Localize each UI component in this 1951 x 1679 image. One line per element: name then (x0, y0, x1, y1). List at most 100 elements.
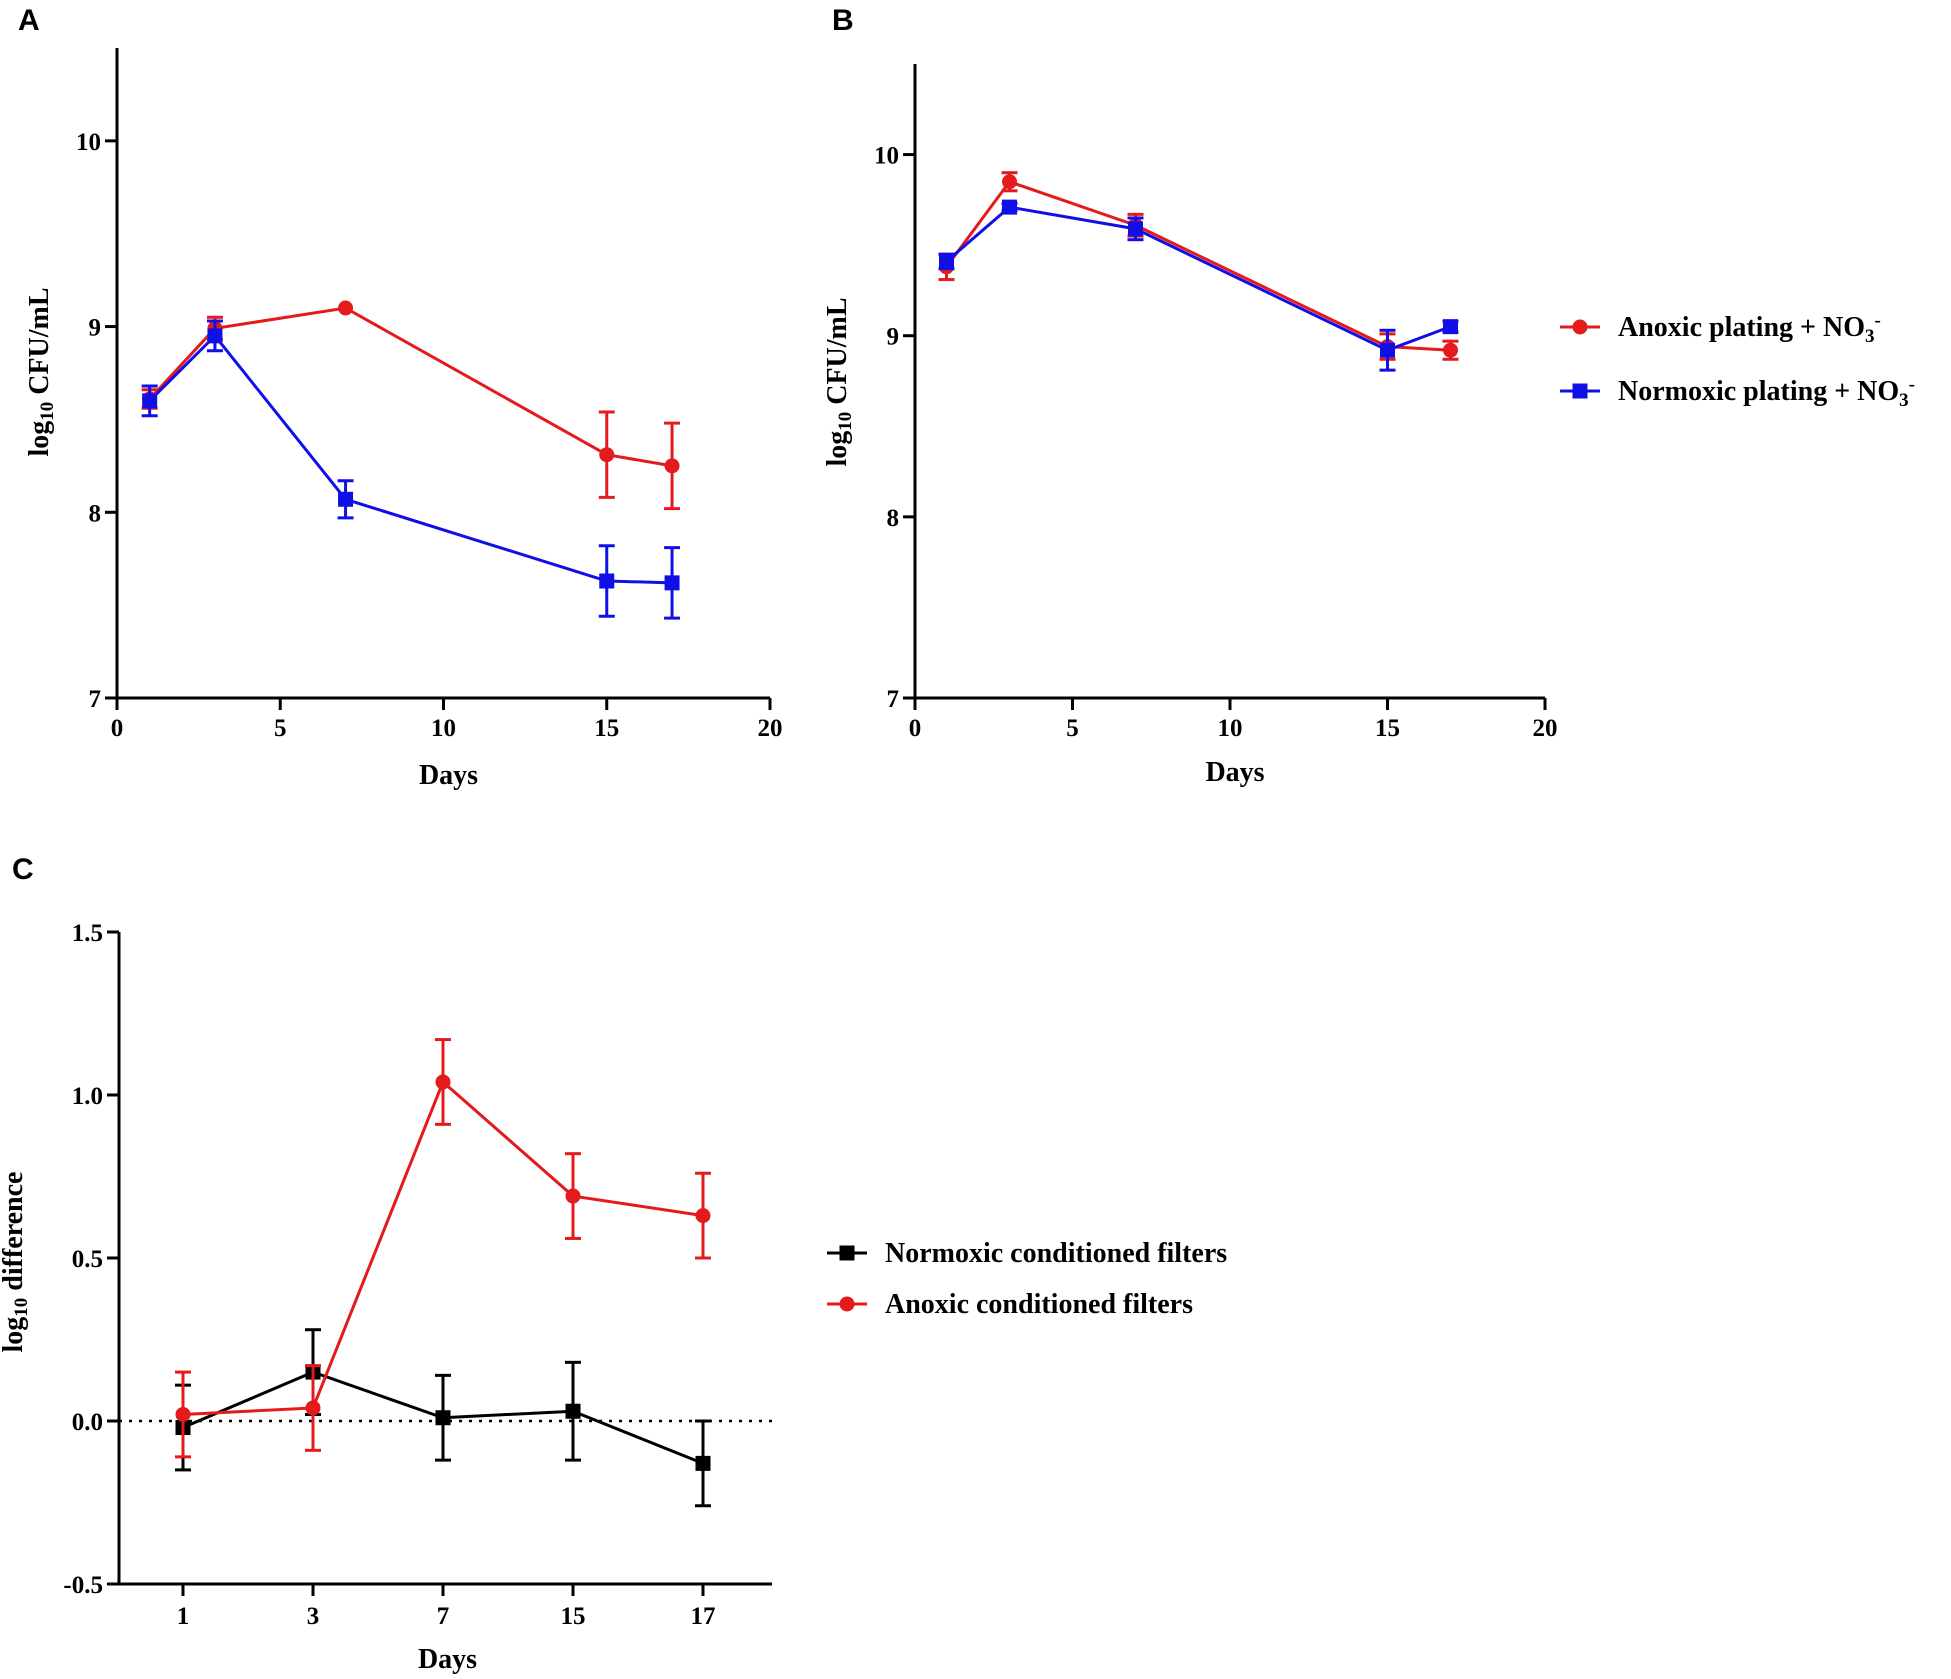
legend-item: Anoxic plating + NO3- (1560, 310, 1881, 347)
series-line (148, 333, 673, 585)
series-line (945, 179, 1451, 352)
x-tick-label: 0 (909, 715, 922, 742)
x-tick-label: 5 (1066, 715, 1079, 742)
data-point (695, 1208, 711, 1224)
data-point (207, 328, 223, 344)
data-point (338, 300, 354, 316)
y-tick-label: 10 (874, 143, 899, 170)
legend-label-sub: 3 (1899, 390, 1909, 411)
panel-letter: B (832, 4, 854, 37)
legend-label-main: Normoxic conditioned filters (885, 1238, 1227, 1269)
y-axis-title-rest: CFU/mL (24, 287, 55, 401)
x-tick-label: 10 (1218, 715, 1243, 742)
y-axis-title: log10 difference (0, 1172, 32, 1353)
legend-item: Normoxic conditioned filters (827, 1238, 1227, 1269)
x-tick-label: 15 (561, 1603, 586, 1630)
series-line (945, 205, 1452, 352)
legend-marker (839, 1245, 855, 1261)
y-tick-label: -0.5 (63, 1572, 103, 1599)
x-tick-label: 5 (274, 715, 287, 742)
x-tick-label: 0 (111, 715, 124, 742)
y-axis-title-sub: 10 (37, 402, 58, 421)
y-tick-label: 9 (887, 324, 900, 351)
data-point (1002, 174, 1017, 190)
legend: Anoxic plating + NO3-Normoxic plating + … (1560, 310, 1915, 411)
series-line (148, 306, 673, 468)
y-axis-title-rest: CFU/mL (822, 297, 853, 411)
legend-label: Normoxic conditioned filters (885, 1238, 1227, 1269)
series-normoxic (175, 1328, 711, 1508)
data-point (1443, 342, 1458, 358)
data-point (939, 253, 954, 269)
data-point (1443, 319, 1458, 335)
data-point (1002, 199, 1017, 215)
legend-label: Anoxic conditioned filters (885, 1289, 1193, 1320)
panel-c: C -0.5 0.0 0.5 1.0 1.5 1 3 7 15 17 Days log10 differ… (0, 853, 1227, 1675)
x-tick-label: 20 (758, 715, 783, 742)
data-point (435, 1074, 451, 1090)
x-axis-title: Days (419, 760, 478, 791)
x-tick-label: 3 (307, 1603, 320, 1630)
legend-label-sup: - (1874, 310, 1880, 331)
y-tick-label: 1.5 (72, 920, 103, 947)
y-tick-label: 8 (887, 505, 900, 532)
data-point (435, 1410, 451, 1426)
data-point (599, 573, 615, 589)
data-point (1128, 221, 1143, 237)
data-point (338, 491, 354, 507)
x-tick-label: 15 (594, 715, 619, 742)
data-point (565, 1188, 581, 1204)
data-point (1380, 342, 1395, 358)
y-tick-label: 9 (89, 315, 102, 342)
y-axis-title-base: log (0, 1317, 29, 1353)
series-normoxic (141, 319, 681, 620)
data-point (175, 1406, 191, 1422)
legend-label-main: Anoxic plating + NO (1618, 312, 1865, 343)
legend: Normoxic conditioned filters Anoxic condi… (827, 1238, 1227, 1320)
legend-marker (1572, 383, 1588, 399)
y-tick-label: 8 (89, 500, 102, 527)
y-tick-label: 1.0 (72, 1083, 103, 1110)
data-point (664, 458, 680, 474)
x-axis-title: Days (418, 1644, 477, 1675)
series-normoxic (938, 199, 1459, 372)
legend-label-main: Normoxic plating + NO (1618, 376, 1899, 407)
legend-marker (1572, 319, 1588, 335)
x-tick-label: 1 (177, 1603, 190, 1630)
y-tick-label: 0.0 (72, 1409, 103, 1436)
y-axis-title: log10 CFU/mL (822, 297, 856, 466)
y-axis-title-sub: 10 (11, 1298, 32, 1317)
y-tick-label: 10 (76, 129, 101, 156)
y-axis-title-rest: difference (0, 1172, 29, 1298)
legend-item: Anoxic conditioned filters (827, 1289, 1193, 1320)
y-axis-title-sub: 10 (835, 412, 856, 431)
legend-label: Anoxic plating + NO3- (1618, 310, 1881, 347)
legend-label-main: Anoxic conditioned filters (885, 1289, 1193, 1320)
data-point (565, 1403, 581, 1419)
legend-label-sup: - (1909, 374, 1915, 395)
legend-label: Normoxic plating + NO3- (1618, 374, 1915, 411)
y-tick-label: 7 (887, 686, 900, 713)
data-point (142, 393, 158, 409)
x-tick-label: 20 (1533, 715, 1558, 742)
y-tick-label: 0.5 (72, 1246, 103, 1273)
data-point (664, 575, 680, 591)
legend-label-sub: 3 (1865, 326, 1875, 347)
panel-letter: A (18, 4, 40, 37)
y-tick-label: 7 (89, 686, 102, 713)
data-point (305, 1400, 321, 1416)
legend-marker (839, 1296, 855, 1312)
y-axis-title: log10 CFU/mL (24, 287, 58, 456)
x-tick-label: 10 (431, 715, 456, 742)
legend-item: Normoxic plating + NO3- (1560, 374, 1915, 411)
x-tick-label: 7 (437, 1603, 450, 1630)
data-point (695, 1455, 711, 1471)
data-point (599, 447, 615, 463)
y-axis-title-base: log (822, 431, 853, 467)
y-axis-title-base: log (24, 421, 55, 457)
series-anoxic (175, 1038, 711, 1459)
series-line (182, 1079, 704, 1416)
x-axis-title: Days (1205, 757, 1264, 788)
